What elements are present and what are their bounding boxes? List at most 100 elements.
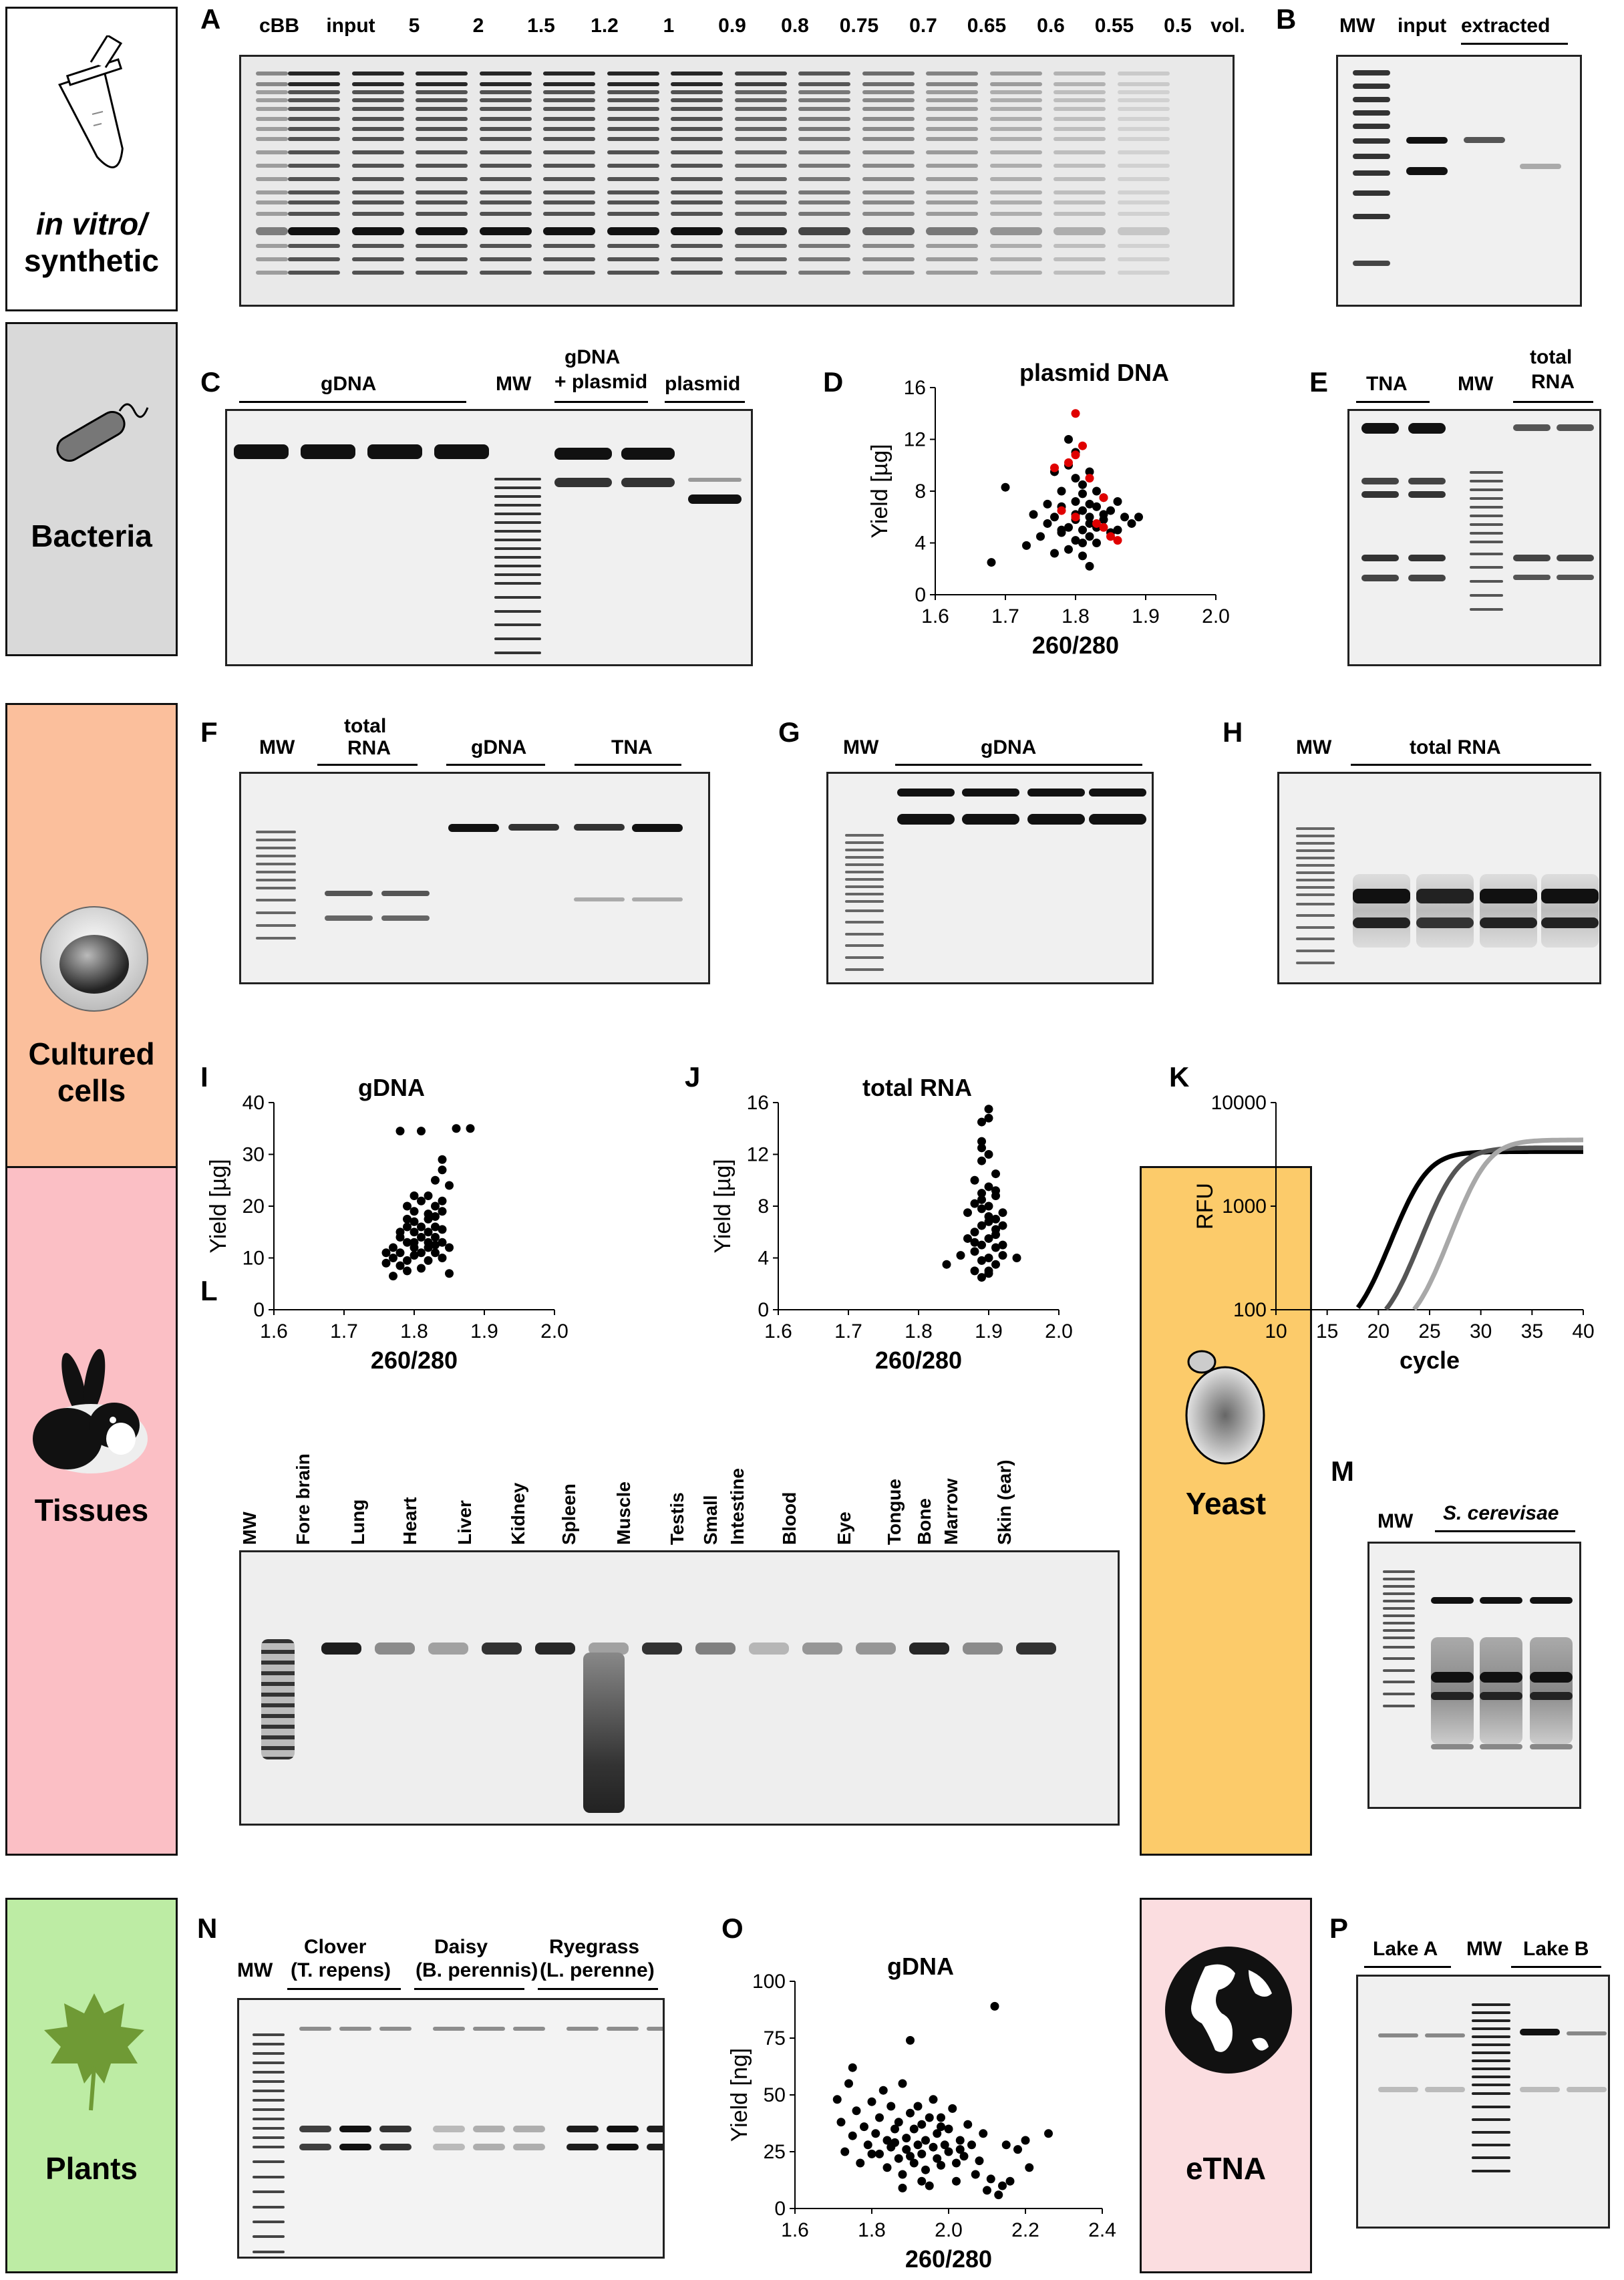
gel-a-band: [607, 107, 659, 111]
gel-a-band: [607, 177, 659, 181]
gel-n: [237, 1998, 665, 2259]
gel-n-band: [299, 2027, 331, 2031]
data-point: [1092, 539, 1101, 547]
gel-a-band: [416, 72, 468, 76]
gel-a-band: [862, 127, 915, 131]
gel-b: [1336, 55, 1582, 307]
data-point: [852, 2106, 861, 2116]
data-point: [1092, 486, 1101, 496]
data-point: [917, 2120, 927, 2129]
data-point: [424, 1209, 433, 1219]
data-point: [1044, 2129, 1053, 2138]
gel-a-band: [989, 212, 1042, 216]
x-tick-label: 30: [1470, 1320, 1492, 1342]
data-point: [381, 1248, 391, 1258]
gel-a-band: [798, 82, 850, 86]
lane-label-l-2: Lung: [347, 1499, 368, 1545]
data-point: [977, 1221, 986, 1230]
gel-a-band: [479, 90, 532, 94]
ladder-band: [1296, 914, 1335, 917]
data-point: [445, 1269, 454, 1278]
y-tick-label: 16: [747, 1092, 769, 1114]
gel-a-band: [351, 98, 404, 102]
data-point: [1078, 551, 1087, 561]
lane-label-a-6: 1: [663, 15, 675, 37]
gel-n-band: [379, 2144, 412, 2150]
data-point: [431, 1233, 440, 1242]
data-point: [963, 1208, 972, 1218]
data-point: [977, 1117, 986, 1127]
gel-a-band: [926, 72, 978, 76]
y-axis-label: Yield [ng]: [727, 2048, 752, 2142]
ladder-band: [494, 547, 541, 550]
gel-a-band: [734, 212, 787, 216]
gel-a-band: [798, 150, 850, 154]
gel-a-band: [734, 271, 787, 275]
gel-a-band: [1117, 127, 1170, 131]
ladder-band: [1472, 2076, 1510, 2078]
x-tick-label: 1.6: [921, 605, 949, 627]
yeast-category: Yeast: [1140, 1166, 1312, 1856]
ladder-band: [256, 863, 296, 865]
data-point: [1085, 519, 1094, 528]
gel-a-band: [288, 137, 340, 141]
gel-l-band: [321, 1643, 361, 1655]
data-point: [977, 1204, 986, 1214]
data-point: [984, 1269, 993, 1278]
gdna-bracket: [446, 764, 545, 766]
gel-a-band: [989, 82, 1042, 86]
data-point: [952, 2158, 961, 2168]
x-tick-label: 1.6: [781, 2219, 809, 2241]
gel-a-band: [862, 212, 915, 216]
gel-a-band: [734, 257, 787, 261]
gel-a-band: [607, 150, 659, 154]
x-tick-label: 1.8: [1062, 605, 1090, 627]
data-point: [983, 2186, 991, 2195]
ladder-band: [256, 937, 296, 940]
gel-a-band: [1117, 244, 1170, 248]
ladder-band: [1470, 594, 1503, 597]
ladder-band: [1472, 2131, 1510, 2134]
gel-a-band: [288, 127, 340, 131]
data-point: [417, 1127, 426, 1136]
gel-a-band: [1117, 190, 1170, 194]
ladder-band: [845, 871, 884, 873]
gel-a-band: [798, 107, 850, 111]
gel-a-band: [671, 107, 723, 111]
data-point: [898, 2170, 907, 2179]
gel-a-band: [543, 98, 595, 102]
gel-a-band: [479, 257, 532, 261]
y-axis-label: Yield [µg]: [206, 1159, 231, 1253]
gel-a-band: [351, 212, 404, 216]
ladder-band: [1472, 2019, 1510, 2022]
gel-a-band: [479, 150, 532, 154]
y-tick-label: 8: [915, 480, 926, 503]
gel-a-band: [479, 72, 532, 76]
lane-label-gdna: gDNA: [321, 373, 377, 395]
gel-a-band: [543, 127, 595, 131]
gel-a-band: [1117, 177, 1170, 181]
ryegrass-bracket: [538, 1988, 658, 1990]
gel-a-band: [798, 90, 850, 94]
gel-a-band: [543, 117, 595, 121]
gel-a-band: [671, 227, 723, 235]
lane-label-total-rna-1: total: [344, 715, 387, 737]
gel-a-band: [798, 137, 850, 141]
gel-a-band: [989, 244, 1042, 248]
data-point: [438, 1207, 447, 1216]
gel-a-band: [862, 72, 915, 76]
gel-a-band: [734, 98, 787, 102]
data-point: [955, 2136, 965, 2145]
ladder-band: [253, 2043, 285, 2045]
ladder-band: [1296, 925, 1335, 929]
ladder-band: [1383, 1636, 1415, 1639]
gel-a-band: [256, 90, 288, 94]
gel-a-band: [416, 150, 468, 154]
gel-a-band: [926, 177, 978, 181]
x-tick-label: 10: [1265, 1320, 1287, 1342]
amplification-curve: [1412, 1137, 1583, 1311]
data-point: [1085, 474, 1094, 483]
gel-a-band: [607, 72, 659, 76]
data-point: [1036, 532, 1045, 541]
x-tick-label: 25: [1418, 1320, 1440, 1342]
